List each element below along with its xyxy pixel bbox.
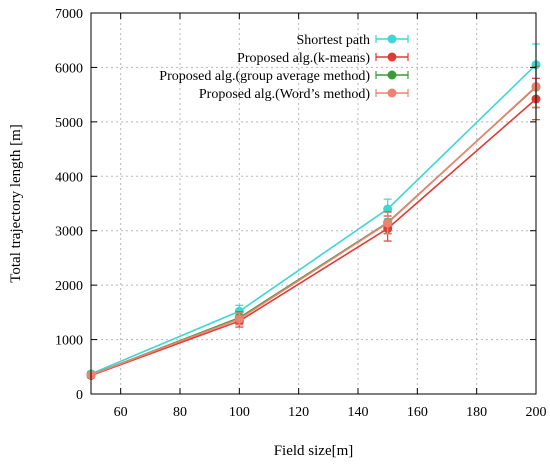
- y-tick-label: 1000: [55, 334, 83, 349]
- series-2: [86, 77, 541, 380]
- legend-label: Proposed alg.(Word’s method): [199, 87, 370, 102]
- x-tick-label: 100: [229, 405, 250, 420]
- series-3: [86, 65, 541, 380]
- legend-marker: [387, 70, 397, 80]
- x-axis-label: Field size[m]: [274, 443, 354, 459]
- legend-marker: [387, 34, 397, 44]
- plot-frame: [90, 12, 537, 395]
- legend-marker: [387, 88, 397, 98]
- x-tick-label: 140: [348, 405, 369, 420]
- x-tick-label: 180: [466, 405, 487, 420]
- x-tick-label: 80: [173, 405, 187, 420]
- y-tick-label: 0: [76, 388, 83, 403]
- legend-entry: Shortest path: [297, 33, 409, 48]
- legend-marker: [387, 52, 397, 62]
- series-line: [90, 85, 537, 376]
- y-axis-label: Total trajectory length [m]: [8, 124, 24, 282]
- y-tick-label: 3000: [55, 225, 83, 240]
- y-tick-label: 5000: [55, 116, 83, 131]
- ticks: 60 80 100 120 140 160 180 200010002000300040005…: [55, 7, 547, 420]
- legend-label: Proposed alg.(group average method): [159, 69, 370, 84]
- y-tick-label: 2000: [55, 279, 83, 294]
- y-tick-label: 6000: [55, 61, 83, 76]
- legend: Shortest path Proposed alg.(k-means) Propo…: [159, 33, 409, 102]
- legend-entry: Proposed alg.(k-means): [237, 51, 409, 66]
- data-point: [383, 218, 393, 228]
- legend-label: Shortest path: [297, 33, 371, 48]
- y-tick-label: 7000: [55, 7, 83, 22]
- series-4: [86, 65, 541, 380]
- x-tick-label: 200: [526, 405, 547, 420]
- legend-label: Proposed alg.(k-means): [237, 51, 370, 66]
- legend-entry: Proposed alg.(group average method): [159, 69, 409, 84]
- data-point: [234, 314, 244, 324]
- x-tick-label: 60: [114, 405, 128, 420]
- x-tick-label: 120: [288, 405, 309, 420]
- legend-entry: Proposed alg.(Word’s method): [199, 87, 409, 102]
- y-tick-label: 4000: [55, 170, 83, 185]
- series-line: [90, 98, 537, 377]
- x-tick-label: 160: [407, 405, 428, 420]
- series-line: [90, 64, 537, 375]
